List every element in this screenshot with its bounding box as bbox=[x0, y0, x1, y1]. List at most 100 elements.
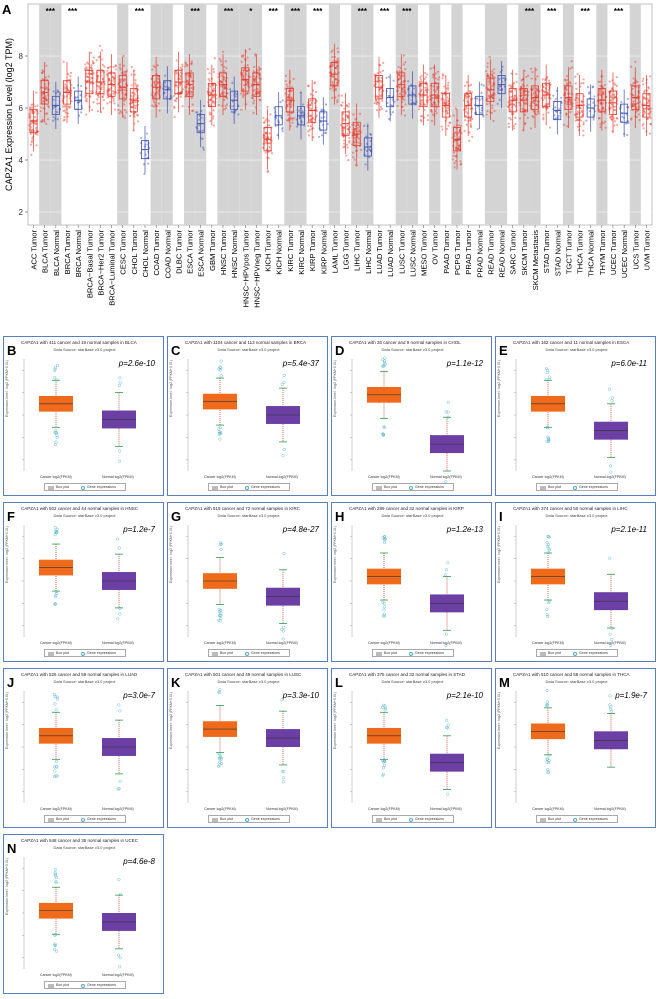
data-point bbox=[84, 99, 88, 102]
data-point bbox=[42, 96, 45, 99]
outlier-point bbox=[546, 615, 550, 619]
data-point bbox=[373, 102, 376, 105]
data-point bbox=[421, 101, 424, 104]
data-point bbox=[242, 71, 245, 74]
data-point bbox=[518, 117, 522, 120]
legend-gene-label: Gene expressions bbox=[415, 651, 444, 656]
data-point bbox=[331, 75, 334, 78]
data-point bbox=[298, 109, 301, 112]
data-point bbox=[431, 73, 435, 76]
data-point bbox=[451, 158, 455, 161]
data-point bbox=[379, 63, 382, 67]
data-point bbox=[67, 89, 70, 92]
data-point bbox=[257, 92, 260, 95]
data-point bbox=[287, 113, 290, 116]
outlier-point bbox=[446, 561, 450, 565]
data-point bbox=[401, 87, 404, 91]
significance-marker: *** bbox=[313, 7, 323, 16]
data-point bbox=[286, 103, 289, 107]
data-point bbox=[580, 82, 583, 85]
x-tick-label: CHOL Tumor bbox=[130, 230, 139, 275]
legend-box-swatch bbox=[212, 817, 218, 822]
data-point bbox=[401, 80, 405, 84]
data-point bbox=[290, 103, 293, 106]
data-point bbox=[31, 109, 34, 113]
data-point bbox=[342, 135, 345, 138]
data-point bbox=[420, 120, 423, 123]
data-point bbox=[290, 116, 293, 120]
data-point bbox=[118, 66, 121, 69]
data-point bbox=[354, 118, 357, 121]
data-point bbox=[431, 96, 434, 100]
outlier-point bbox=[381, 772, 385, 776]
data-point bbox=[225, 67, 228, 70]
data-point bbox=[209, 98, 212, 102]
data-point bbox=[119, 79, 122, 82]
outlier-point bbox=[444, 632, 448, 636]
data-point bbox=[191, 110, 194, 113]
sub-panel-d: D CAPZA1 with 36 cancer and 9 normal samp… bbox=[331, 336, 492, 496]
data-point bbox=[302, 112, 305, 115]
data-point bbox=[313, 82, 316, 85]
data-point bbox=[46, 118, 50, 121]
data-point bbox=[399, 81, 402, 84]
outlier-point bbox=[281, 637, 285, 641]
data-point bbox=[188, 87, 191, 90]
data-point bbox=[531, 115, 534, 118]
data-point bbox=[608, 80, 611, 83]
data-point bbox=[547, 111, 550, 114]
data-point bbox=[429, 109, 433, 112]
data-point bbox=[302, 116, 305, 119]
outlier-point bbox=[117, 459, 121, 463]
sub-panel-h: H CAPZA1 with 289 cancer and 32 normal sa… bbox=[331, 502, 492, 662]
data-point bbox=[112, 90, 115, 93]
legend-box-swatch bbox=[212, 651, 218, 656]
data-point bbox=[123, 93, 126, 96]
data-point bbox=[535, 68, 538, 71]
data-point bbox=[147, 162, 150, 165]
data-point bbox=[217, 104, 220, 107]
group-shade bbox=[362, 4, 374, 225]
data-point bbox=[84, 67, 87, 70]
data-point bbox=[613, 105, 617, 108]
data-point bbox=[520, 79, 523, 82]
data-point bbox=[447, 81, 450, 84]
data-point bbox=[98, 86, 101, 89]
data-point bbox=[151, 104, 154, 107]
legend-box-label: Box plot bbox=[384, 651, 397, 656]
data-point bbox=[56, 118, 59, 121]
data-point bbox=[375, 95, 378, 98]
data-point bbox=[399, 92, 402, 96]
cancer-axis-label: Cancer log2(FPKM) bbox=[40, 641, 72, 645]
data-point bbox=[469, 122, 472, 125]
data-point bbox=[76, 95, 79, 99]
data-point bbox=[369, 133, 373, 136]
data-point bbox=[119, 68, 122, 71]
data-point bbox=[309, 99, 312, 102]
sub-legend: Box plot Gene expressions bbox=[536, 649, 618, 657]
data-point bbox=[289, 89, 293, 93]
data-point bbox=[308, 128, 311, 131]
sub-panel-j: J CAPZA1 with 526 cancer and 59 normal sa… bbox=[3, 668, 164, 828]
data-point bbox=[223, 91, 226, 94]
outlier-point bbox=[608, 556, 612, 560]
data-point bbox=[95, 59, 98, 62]
data-point bbox=[320, 108, 323, 111]
data-point bbox=[85, 97, 88, 101]
cancer-axis-label: Cancer log2(FPKM) bbox=[40, 973, 72, 977]
data-point bbox=[309, 93, 313, 96]
data-point bbox=[34, 105, 37, 108]
data-point bbox=[90, 66, 93, 69]
x-tick-label: OV Tumor bbox=[431, 230, 440, 265]
data-point bbox=[636, 109, 639, 112]
data-point bbox=[330, 50, 333, 54]
data-point bbox=[448, 121, 451, 125]
data-point bbox=[441, 73, 444, 76]
data-point bbox=[491, 74, 494, 77]
data-point bbox=[385, 76, 388, 79]
data-point bbox=[29, 143, 33, 146]
data-point bbox=[442, 101, 446, 104]
data-point bbox=[452, 154, 455, 158]
data-point bbox=[347, 105, 350, 108]
data-point bbox=[44, 112, 47, 115]
